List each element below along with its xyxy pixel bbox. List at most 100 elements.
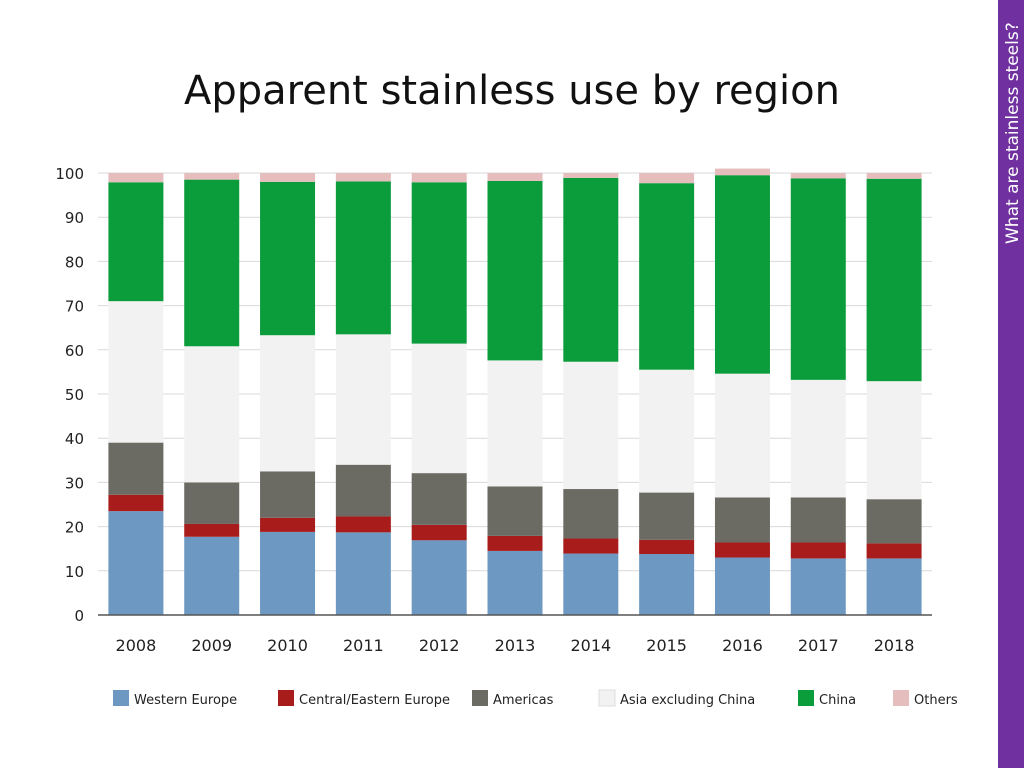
bar-segment: [335, 464, 391, 517]
bar-segment: [714, 497, 770, 543]
bar-segment: [714, 542, 770, 558]
bar-segment: [563, 553, 619, 615]
stacked-bar-chart: 0 10 20 30 40 50 60 70 80 90 100 2008 2009 2010 2011 20…: [55, 165, 958, 708]
y-tick-label: 70: [65, 298, 84, 316]
bar-segment: [184, 482, 240, 524]
y-tick-label: 90: [65, 209, 84, 227]
bar-segment: [639, 173, 695, 184]
bar-segment: [184, 179, 240, 347]
legend-label: Western Europe: [134, 693, 237, 708]
bar-segment: [260, 517, 316, 532]
x-tick-label: 2013: [495, 636, 536, 655]
bar-segment: [411, 524, 467, 541]
bar-segment: [335, 173, 391, 182]
legend-swatch: [893, 690, 909, 706]
y-tick-label: 40: [65, 430, 84, 448]
bar-segment: [714, 557, 770, 615]
bar-segment: [639, 183, 695, 370]
legend-label: Americas: [493, 693, 554, 708]
bar-segment: [790, 497, 846, 543]
slide-title: Apparent stainless use by region: [184, 68, 840, 114]
bar-segment: [411, 540, 467, 615]
bar-segment: [487, 550, 543, 615]
y-tick-label: 100: [55, 165, 84, 183]
y-tick-label: 50: [65, 386, 84, 404]
bar-segment: [184, 173, 240, 180]
bar-segment: [260, 471, 316, 518]
bar-segment: [411, 182, 467, 344]
bar-segment: [108, 301, 164, 443]
bar-segment: [108, 494, 164, 512]
bar-segment: [184, 523, 240, 537]
bar-segment: [411, 173, 467, 183]
bar-segment: [563, 173, 619, 178]
bar-segment: [184, 346, 240, 483]
legend-label: China: [819, 693, 856, 708]
bar-segment: [260, 335, 316, 472]
bar-segment: [866, 543, 922, 559]
legend-swatch: [113, 690, 129, 706]
x-tick-label: 2010: [267, 636, 308, 655]
bar-segment: [866, 499, 922, 544]
bar-segment: [790, 542, 846, 559]
bar-segment: [108, 511, 164, 615]
x-tick-label: 2015: [646, 636, 687, 655]
bar-segment: [184, 536, 240, 615]
bar-segment: [487, 360, 543, 487]
bar-segment: [790, 178, 846, 380]
legend-swatch: [798, 690, 814, 706]
bar-segment: [790, 379, 846, 498]
legend-label: Others: [914, 693, 958, 708]
legend-label: Central/Eastern Europe: [299, 693, 450, 708]
bar-segment: [639, 539, 695, 555]
bar-segment: [487, 180, 543, 361]
bar-segment: [335, 532, 391, 615]
side-accent-bar: [998, 0, 1024, 768]
bar-segment: [260, 181, 316, 336]
legend-swatch: [598, 689, 616, 707]
bar-segment: [335, 334, 391, 465]
bar-segment: [108, 442, 164, 495]
bar-segment: [487, 486, 543, 536]
y-tick-label: 80: [65, 253, 84, 271]
bar-segment: [639, 369, 695, 493]
legend-swatch: [278, 690, 294, 706]
x-tick-label: 2014: [570, 636, 611, 655]
y-tick-label: 20: [65, 519, 84, 537]
bar-segment: [639, 492, 695, 540]
x-tick-label: 2016: [722, 636, 763, 655]
bar-segment: [108, 182, 164, 302]
bar-segment: [866, 178, 922, 382]
bar-segment: [866, 558, 922, 615]
bar-segment: [487, 535, 543, 551]
bar-segment: [790, 558, 846, 615]
bar-segment: [866, 381, 922, 500]
bar-segment: [563, 177, 619, 362]
bar-segment: [260, 173, 316, 182]
x-tick-label: 2018: [874, 636, 915, 655]
x-tick-label: 2017: [798, 636, 839, 655]
y-tick-label: 0: [74, 607, 84, 625]
bar-segment: [714, 373, 770, 498]
bar-segment: [866, 173, 922, 179]
x-tick-label: 2012: [419, 636, 460, 655]
bar-segment: [411, 473, 467, 525]
bar-segment: [411, 343, 467, 474]
bar-segment: [335, 516, 391, 533]
bar-segment: [260, 531, 316, 615]
legend-label: Asia excluding China: [620, 693, 755, 708]
bar-segment: [108, 173, 164, 183]
x-tick-label: 2011: [343, 636, 384, 655]
bar-segment: [487, 173, 543, 181]
bar-segment: [639, 554, 695, 615]
bar-segment: [714, 175, 770, 374]
bar-segment: [790, 173, 846, 179]
x-tick-label: 2009: [191, 636, 232, 655]
bar-segment: [563, 361, 619, 490]
x-tick-label: 2008: [116, 636, 157, 655]
y-tick-label: 60: [65, 342, 84, 360]
y-tick-label: 30: [65, 474, 84, 492]
bar-segment: [335, 181, 391, 335]
bar-segment: [563, 538, 619, 554]
legend-swatch: [472, 690, 488, 706]
